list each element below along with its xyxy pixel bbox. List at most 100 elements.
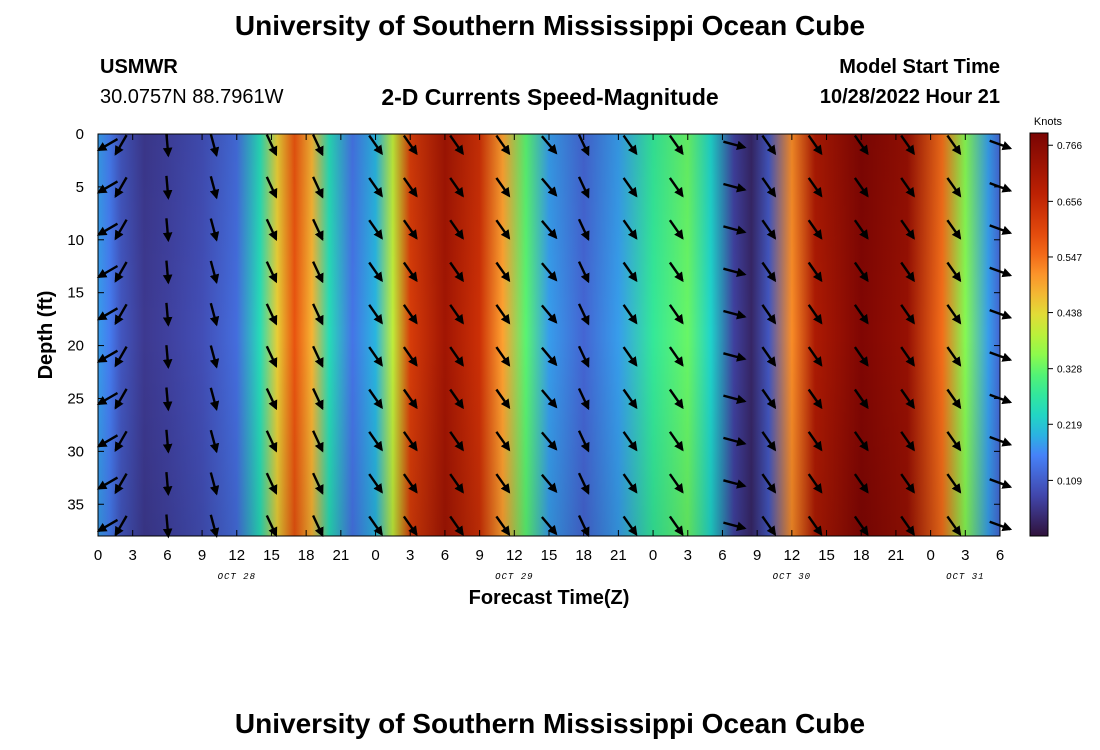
current-vector — [265, 387, 278, 411]
x-tick-label: 12 — [784, 547, 801, 564]
current-vector — [668, 219, 684, 240]
current-vector — [96, 518, 119, 532]
current-vector — [209, 218, 220, 242]
current-vector — [946, 388, 962, 410]
current-vector — [723, 267, 747, 278]
current-vector — [577, 387, 590, 411]
current-vector — [622, 515, 638, 536]
current-vector — [312, 218, 324, 241]
current-vector — [495, 177, 511, 198]
current-vector — [807, 431, 823, 452]
current-vector — [209, 387, 220, 411]
current-vector — [162, 133, 173, 158]
current-vector — [209, 175, 220, 200]
current-vector — [853, 219, 869, 240]
current-vector — [622, 431, 638, 452]
current-vector — [265, 303, 278, 326]
current-vector — [114, 219, 128, 241]
x-tick-label: 3 — [684, 547, 692, 564]
current-vector — [402, 261, 418, 283]
current-vector — [368, 346, 383, 367]
x-tick-label: 0 — [926, 547, 934, 564]
current-vector — [449, 219, 464, 240]
current-vector — [946, 431, 962, 452]
current-vector — [540, 389, 558, 409]
current-vector — [723, 225, 747, 235]
current-vector — [114, 346, 128, 368]
chart-title: University of Southern Mississippi Ocean… — [234, 10, 866, 41]
current-vector — [312, 430, 324, 453]
current-vector — [577, 134, 590, 157]
y-tick-label: 5 — [76, 179, 84, 196]
current-vector — [402, 515, 418, 536]
x-tick-label: 6 — [996, 547, 1004, 564]
colorbar-tick-label: 0.766 — [1057, 141, 1082, 152]
current-vector — [495, 473, 511, 494]
current-vector — [368, 261, 383, 283]
current-vector — [900, 473, 915, 494]
x-tick-label: 0 — [371, 547, 379, 564]
y-tick-label: 25 — [67, 390, 84, 407]
current-vector — [402, 134, 418, 156]
model-start-label: Model Start Time — [839, 56, 1000, 78]
current-vector — [807, 134, 823, 156]
current-vector — [946, 515, 962, 536]
current-vector — [946, 219, 962, 240]
current-vector — [495, 261, 511, 283]
current-vector — [761, 304, 777, 325]
current-vector — [96, 264, 119, 279]
current-vector — [900, 219, 915, 240]
current-vector — [96, 391, 119, 406]
current-vector — [449, 515, 464, 536]
x-tick-label: 21 — [888, 547, 905, 564]
current-vector — [495, 346, 511, 367]
date-label: OCT 31 — [946, 572, 984, 582]
chart-subtitle: 2-D Currents Speed-Magnitude — [381, 84, 719, 110]
current-vector — [540, 473, 558, 493]
current-vector — [162, 387, 173, 412]
current-vector — [312, 261, 324, 284]
current-vector — [96, 307, 119, 321]
colorbar-tick-label: 0.656 — [1057, 197, 1082, 208]
x-tick-label: 0 — [649, 547, 657, 564]
current-vectors — [96, 133, 1013, 539]
colorbar: Knots 0.766 0.656 0.547 0.438 0.328 0.219 0.109 — [1029, 116, 1082, 537]
current-vector — [449, 134, 464, 156]
current-vector — [540, 177, 558, 197]
current-vector — [162, 471, 173, 497]
current-vector — [668, 304, 684, 325]
current-vector — [853, 515, 869, 536]
current-vector — [622, 388, 638, 410]
axes: 0 3 6 9 12 15 18 21 0 3 6 9 12 15 18 21 0 3 6 9 12 15 18 21 0 3 6 0… — [35, 126, 1004, 609]
colorbar-tick-label: 0.219 — [1057, 420, 1082, 431]
y-tick-label: 20 — [67, 338, 84, 355]
x-tick-label: 15 — [818, 547, 835, 564]
current-vector — [622, 473, 638, 494]
current-vector — [946, 473, 962, 494]
current-vector — [209, 133, 220, 158]
x-tick-label: 21 — [610, 547, 627, 564]
current-vector — [723, 394, 747, 404]
current-vector — [853, 134, 869, 156]
current-vector — [807, 515, 823, 536]
current-vector — [96, 349, 119, 363]
current-vector — [402, 473, 418, 494]
current-vector — [312, 514, 324, 538]
current-vector — [114, 134, 128, 156]
station-id: USMWR — [100, 56, 178, 78]
current-vector — [209, 345, 220, 369]
current-vector — [900, 431, 915, 452]
current-vector — [946, 177, 962, 198]
x-tick-label: 12 — [506, 547, 523, 564]
current-vector — [622, 304, 638, 325]
current-vector — [723, 479, 747, 489]
current-vector — [449, 431, 464, 452]
current-vector — [577, 218, 590, 241]
current-vector — [449, 473, 464, 494]
current-vector — [668, 515, 684, 536]
current-vector — [312, 345, 324, 368]
current-vector — [162, 302, 173, 327]
current-vector — [946, 304, 962, 325]
current-vector — [368, 134, 383, 156]
current-vector — [312, 472, 324, 495]
